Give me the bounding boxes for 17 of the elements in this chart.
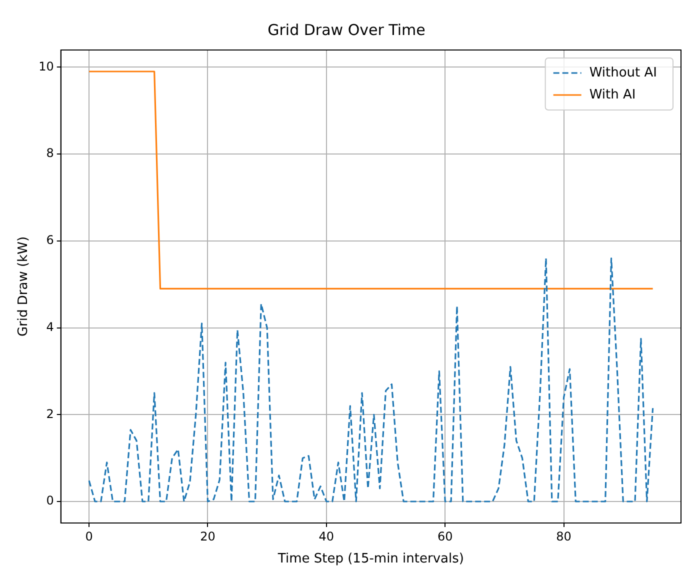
chart-title: Grid Draw Over Time (268, 20, 426, 39)
x-tick-label: 20 (200, 529, 216, 544)
legend-label: With AI (589, 87, 636, 102)
x-tick-label: 0 (85, 529, 93, 544)
y-tick-label: 6 (46, 233, 54, 248)
legend-label: Without AI (589, 65, 658, 80)
y-tick-label: 10 (38, 59, 54, 74)
y-tick-label: 0 (46, 494, 54, 508)
x-tick-label: 40 (318, 529, 334, 544)
y-tick-label: 2 (46, 406, 54, 421)
y-axis-title: Grid Draw (kW) (16, 236, 32, 337)
y-tick-label: 4 (46, 320, 54, 334)
x-tick-label: 80 (556, 529, 572, 544)
x-axis-title: Time Step (15-min intervals) (276, 552, 464, 567)
line-series (88, 257, 654, 502)
x-tick-label: 60 (437, 529, 453, 544)
y-tick-label: 8 (46, 146, 54, 160)
